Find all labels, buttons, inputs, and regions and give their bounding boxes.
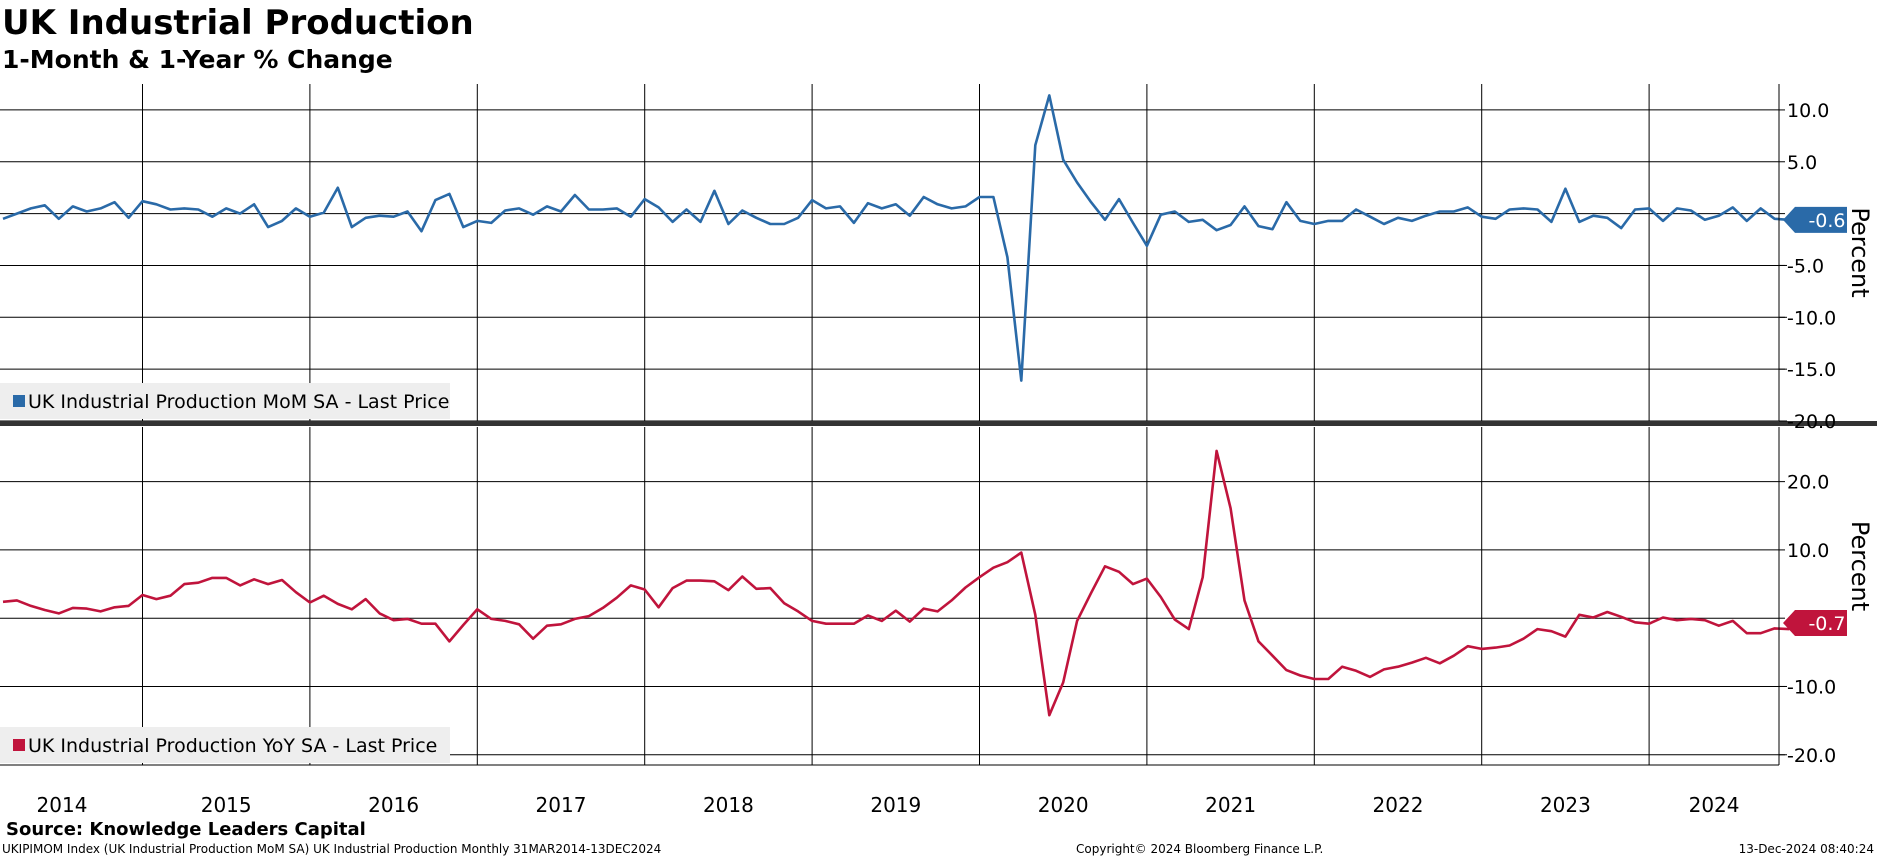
- legend-swatch: [13, 395, 25, 407]
- legend-box: [0, 727, 450, 763]
- x-tick-label-2022: 2022: [1373, 793, 1424, 817]
- source-note: Source: Knowledge Leaders Capital: [6, 819, 366, 840]
- x-tick-label-2023: 2023: [1540, 793, 1591, 817]
- y-tick-label: -20.0: [1787, 745, 1836, 767]
- legend-box: [0, 383, 450, 419]
- series-line-mom: [2, 94, 1789, 382]
- panel-divider: [0, 421, 1877, 426]
- x-tick-label-2019: 2019: [870, 793, 921, 817]
- timestamp: 13-Dec-2024 08:40:24: [1738, 842, 1874, 856]
- copyright-note: Copyright© 2024 Bloomberg Finance L.P.: [1076, 842, 1324, 856]
- legend-label: UK Industrial Production YoY SA - Last P…: [28, 735, 437, 757]
- y-tick-label: 10.0: [1787, 540, 1829, 562]
- series-lines: [2, 94, 1804, 717]
- y-axis-label: Percent: [1846, 207, 1874, 297]
- y-axis-label: Percent: [1846, 521, 1874, 611]
- x-tick-label-2021: 2021: [1205, 793, 1256, 817]
- y-tick-label: 20.0: [1787, 472, 1829, 494]
- series-line-yoy: [2, 449, 1804, 717]
- y-tick-label: 5.0: [1787, 152, 1817, 174]
- last-value-badge: [1783, 609, 1847, 636]
- legend-swatch: [13, 739, 25, 751]
- x-tick-label-2016: 2016: [368, 793, 419, 817]
- chart-subtitle: 1-Month & 1-Year % Change: [2, 45, 393, 74]
- y-tick-label: -15.0: [1787, 359, 1836, 381]
- x-tick-label-2020: 2020: [1038, 793, 1089, 817]
- x-tick-label-2014: 2014: [37, 793, 88, 817]
- legend-label: UK Industrial Production MoM SA - Last P…: [28, 391, 449, 413]
- y-tick-label: -10.0: [1787, 676, 1836, 698]
- y-tick-label: -5.0: [1787, 255, 1824, 277]
- y-tick-label: -20.0: [1787, 411, 1836, 433]
- axes: 2014 2015 2016 2017 2018 2019 2020 2021 2022 2023…: [0, 84, 1874, 817]
- chart-title: UK Industrial Production: [2, 3, 474, 43]
- last-value-label: -0.6: [1808, 210, 1845, 232]
- x-tick-label-2015: 2015: [201, 793, 252, 817]
- x-tick-label-2018: 2018: [703, 793, 754, 817]
- y-tick-label: 10.0: [1787, 100, 1829, 122]
- x-tick-label-2024: 2024: [1689, 793, 1740, 817]
- last-value-label: -0.7: [1808, 613, 1845, 635]
- y-tick-label: -10.0: [1787, 307, 1836, 329]
- grid-lines: [0, 84, 1877, 765]
- ticker-info: UKIPIMOM Index (UK Industrial Production…: [2, 842, 662, 856]
- x-tick-label-2017: 2017: [536, 793, 587, 817]
- last-value-badge: [1783, 206, 1847, 233]
